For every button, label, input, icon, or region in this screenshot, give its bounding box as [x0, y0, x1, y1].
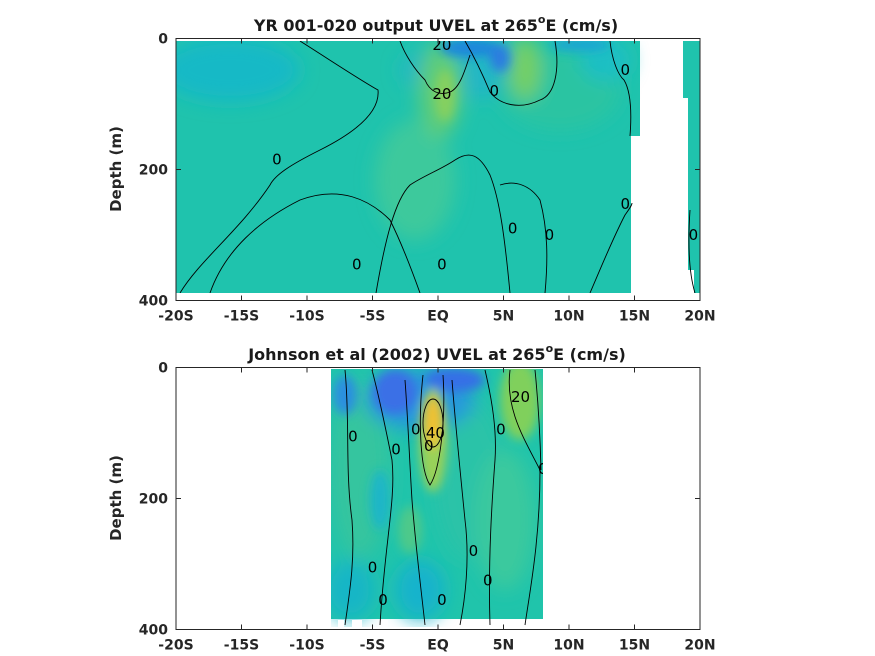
contour-label: 0	[538, 460, 548, 478]
contour-label: 40	[426, 424, 445, 442]
contour-label: 0	[437, 591, 447, 609]
contour-label: 0	[508, 219, 518, 237]
x-tick-label: -20S	[158, 638, 193, 654]
field-strip	[631, 41, 640, 136]
contour-label: 0	[621, 61, 631, 79]
contour-lines	[179, 41, 696, 293]
x-tick-label: 10N	[553, 309, 584, 325]
contour-labels: 20 20 0 0 0 0 0 0 0 0 0	[272, 36, 699, 273]
chart-title: YR 001-020 output UVEL at 265oE (cm/s)	[253, 13, 618, 35]
contour-label: 0	[689, 226, 699, 244]
y-tick-label: 200	[139, 492, 168, 508]
y-axis-label: Depth (m)	[107, 455, 125, 541]
x-tick-label: EQ	[427, 638, 449, 654]
x-tick-label: -5S	[360, 309, 386, 325]
x-tick-label: -10S	[289, 638, 324, 654]
x-tick-label: 20N	[684, 638, 715, 654]
contour-label: 0	[352, 255, 362, 273]
x-tick-label: 5N	[493, 309, 514, 325]
field-strip	[683, 41, 700, 98]
field-strip	[688, 98, 700, 270]
contour-label: 0	[469, 542, 479, 560]
x-tick-label: 15N	[619, 638, 650, 654]
y-tick-label: 0	[158, 32, 168, 48]
contour-label: 0	[437, 255, 447, 273]
y-tick-label: 400	[139, 623, 168, 639]
top-field: 20 20 0 0 0 0 0 0 0 0 0	[176, 36, 700, 293]
y-tick-label: 400	[139, 294, 168, 310]
contour-label: 0	[368, 558, 378, 576]
contour-label: 0	[348, 427, 358, 445]
contour-label: 20	[432, 36, 451, 54]
contour-label: 0	[378, 591, 388, 609]
x-tick-label: 15N	[619, 309, 650, 325]
contour-label: 20	[432, 85, 451, 103]
x-tick-label: 5N	[493, 638, 514, 654]
contour-label: 0	[272, 151, 282, 169]
contour-label: 0	[490, 82, 500, 100]
chart-title: Johnson et al (2002) UVEL at 265oE (cm/s…	[247, 342, 626, 364]
x-tick-label: 20N	[684, 309, 715, 325]
x-tick-label: -10S	[289, 309, 324, 325]
contour-label: 20	[511, 388, 530, 406]
y-tick-label: 200	[139, 163, 168, 179]
x-tick-label: EQ	[427, 309, 449, 325]
x-tick-label: -20S	[158, 309, 193, 325]
contour-label: 0	[483, 571, 493, 589]
x-tick-label: 10N	[553, 638, 584, 654]
field-strip	[694, 270, 700, 293]
x-tick-label: -15S	[224, 638, 259, 654]
contour-label: 0	[621, 195, 631, 213]
contour-lines	[344, 369, 542, 626]
contour-label: 0	[411, 421, 421, 439]
contour-label: 0	[545, 226, 555, 244]
x-tick-label: -5S	[360, 638, 386, 654]
contour-label: 0	[496, 421, 506, 439]
contour-label: 0	[391, 440, 401, 458]
y-tick-label: 0	[158, 361, 168, 377]
x-tick-label: -15S	[224, 309, 259, 325]
y-axis-label: Depth (m)	[107, 126, 125, 212]
contour-label: 0	[424, 437, 434, 455]
